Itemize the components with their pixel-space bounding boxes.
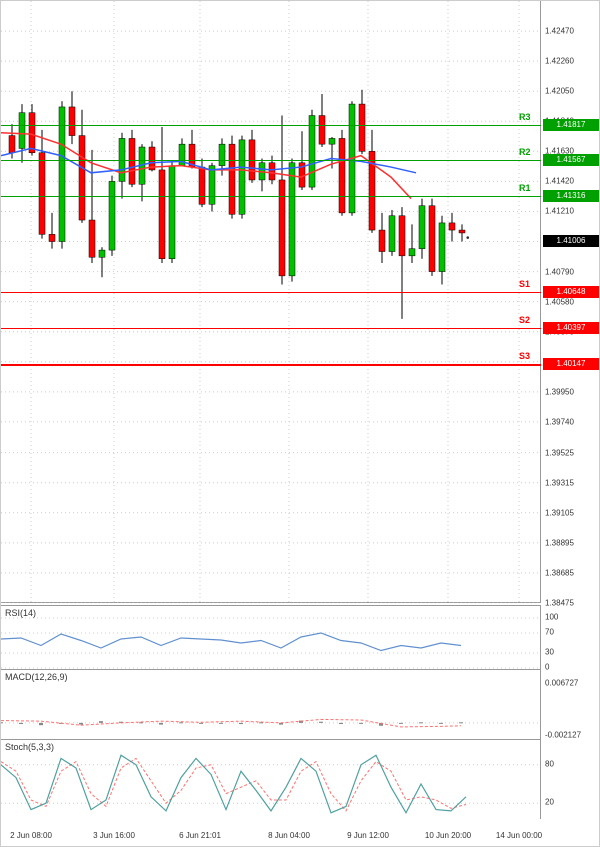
chart-container: • 1.424701.422601.420501.418401.416301.4… xyxy=(0,0,600,847)
x-axis-tick: 2 Jun 08:00 xyxy=(10,831,52,840)
price-tick: 1.41420 xyxy=(545,177,574,186)
level-value-r2: 1.41567 xyxy=(543,154,599,166)
level-line-r2 xyxy=(1,160,541,161)
price-tick: 1.42050 xyxy=(545,87,574,96)
price-tick: 1.41210 xyxy=(545,207,574,216)
price-tick: 1.38895 xyxy=(545,538,574,547)
macd-panel[interactable]: MACD(12,26,9) xyxy=(1,669,541,739)
stoch-scale: 80 xyxy=(545,759,554,768)
price-tick: 1.38475 xyxy=(545,599,574,608)
level-value-s2: 1.40397 xyxy=(543,322,599,334)
price-tick: 1.39105 xyxy=(545,508,574,517)
level-line-s1 xyxy=(1,292,541,293)
level-label-s3: S3 xyxy=(519,351,530,361)
macd-label: MACD(12,26,9) xyxy=(5,672,68,682)
level-label-r1: R1 xyxy=(519,183,531,193)
macd-scale: 0.006727 xyxy=(545,679,578,688)
rsi-panel[interactable]: RSI(14) xyxy=(1,605,541,669)
level-line-r3 xyxy=(1,125,541,126)
current-price-tag: 1.41006 xyxy=(543,235,599,247)
level-value-s3: 1.40147 xyxy=(543,358,599,370)
stoch-svg xyxy=(1,740,541,820)
price-tick: 1.39740 xyxy=(545,417,574,426)
level-label-s2: S2 xyxy=(519,315,530,325)
level-value-r1: 1.41316 xyxy=(543,190,599,202)
rsi-scale: 30 xyxy=(545,648,554,657)
macd-scale: -0.002127 xyxy=(545,731,581,740)
current-candle-marker: • xyxy=(466,233,470,244)
level-line-r1 xyxy=(1,196,541,197)
x-axis-tick: 8 Jun 04:00 xyxy=(268,831,310,840)
price-tick: 1.42470 xyxy=(545,27,574,36)
price-tick: 1.42260 xyxy=(545,57,574,66)
rsi-scale: 0 xyxy=(545,663,549,672)
level-value-s1: 1.40648 xyxy=(543,286,599,298)
main-price-chart[interactable]: • xyxy=(1,1,541,603)
rsi-svg xyxy=(1,606,541,670)
rsi-scale: 100 xyxy=(545,613,558,622)
macd-svg xyxy=(1,670,541,740)
x-axis-tick: 9 Jun 12:00 xyxy=(347,831,389,840)
price-tick: 1.39950 xyxy=(545,387,574,396)
price-tick: 1.39315 xyxy=(545,478,574,487)
level-line-s3 xyxy=(1,364,541,366)
x-axis-tick: 6 Jun 21:01 xyxy=(179,831,221,840)
price-tick: 1.39525 xyxy=(545,448,574,457)
stoch-label: Stoch(5,3,3) xyxy=(5,742,54,752)
stoch-scale: 20 xyxy=(545,798,554,807)
stoch-panel[interactable]: Stoch(5,3,3) xyxy=(1,739,541,819)
rsi-scale: 70 xyxy=(545,628,554,637)
price-tick: 1.38685 xyxy=(545,568,574,577)
price-tick: 1.40790 xyxy=(545,267,574,276)
main-chart-svg xyxy=(1,1,541,603)
rsi-label: RSI(14) xyxy=(5,608,36,618)
x-axis-tick: 10 Jun 20:00 xyxy=(425,831,471,840)
x-axis-tick: 14 Jun 00:00 xyxy=(496,831,542,840)
level-label-r2: R2 xyxy=(519,147,531,157)
level-label-r3: R3 xyxy=(519,112,531,122)
level-label-s1: S1 xyxy=(519,279,530,289)
level-line-s2 xyxy=(1,328,541,329)
x-axis-tick: 3 Jun 16:00 xyxy=(93,831,135,840)
price-tick: 1.40580 xyxy=(545,297,574,306)
level-value-r3: 1.41817 xyxy=(543,119,599,131)
